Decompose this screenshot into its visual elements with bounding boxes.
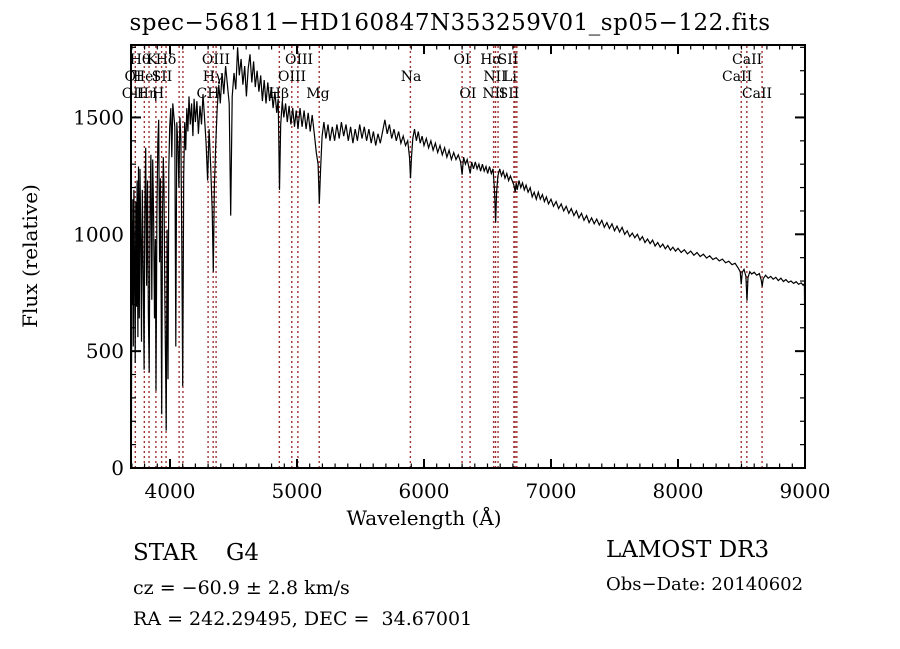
line-label: Hθ [130, 52, 151, 68]
x-tick-label: 8000 [653, 479, 704, 503]
line-label: Hα [480, 52, 502, 68]
line-label: HeI [133, 69, 159, 85]
line-label: Mg [306, 86, 329, 102]
y-tick-label: 1000 [73, 222, 124, 246]
line-label: OI [453, 52, 470, 68]
x-axis-label: Wavelength (Å) [346, 506, 502, 530]
y-tick-label: 1500 [73, 105, 124, 129]
x-tick-label: 9000 [780, 479, 831, 503]
line-label: SII [499, 86, 520, 102]
x-tick-label: 5000 [272, 479, 323, 503]
line-label: SII [152, 69, 173, 85]
line-label: OI [125, 69, 142, 85]
line-label: Li [503, 69, 517, 85]
y-tick-label: 500 [86, 339, 124, 363]
line-label: K [147, 52, 158, 68]
x-tick-label: 6000 [399, 479, 450, 503]
line-label: Hδ [156, 52, 177, 68]
spectrum-trace [130, 47, 806, 455]
annotation-ra-dec: RA = 242.29495, DEC = 34.67001 [133, 608, 473, 630]
line-label: OIII [285, 52, 313, 68]
line-label: OI [459, 86, 476, 102]
x-tick-label: 4000 [145, 479, 196, 503]
line-label: SII [498, 52, 519, 68]
line-label: CaII [722, 69, 752, 85]
annotation-cz: cz = −60.9 ± 2.8 km/s [133, 577, 350, 599]
y-tick-label: 0 [111, 456, 124, 480]
line-label: NII [483, 69, 506, 85]
line-label: Na [401, 69, 422, 85]
annotation-obs-date: Obs−Date: 20140602 [606, 574, 804, 595]
line-label: OIII [202, 52, 230, 68]
line-label: OII [122, 86, 145, 102]
line-label: CaII [742, 86, 772, 102]
line-label: NII [482, 86, 505, 102]
plot-frame [130, 44, 806, 469]
line-label: Hη [137, 86, 158, 102]
line-label: H [152, 86, 164, 102]
annotation-survey: LAMOST DR3 [606, 537, 770, 563]
annotation-object-class: STAR G4 [133, 540, 260, 566]
y-axis-label: Flux (relative) [18, 184, 42, 328]
plot-title: spec−56811−HD160847N353259V01_sp05−122.f… [129, 10, 771, 36]
x-tick-label: 7000 [526, 479, 577, 503]
line-label: CaII [732, 52, 762, 68]
line-label: Hγ [203, 69, 224, 85]
line-label: OIII [278, 69, 306, 85]
line-label: CH [197, 86, 220, 102]
